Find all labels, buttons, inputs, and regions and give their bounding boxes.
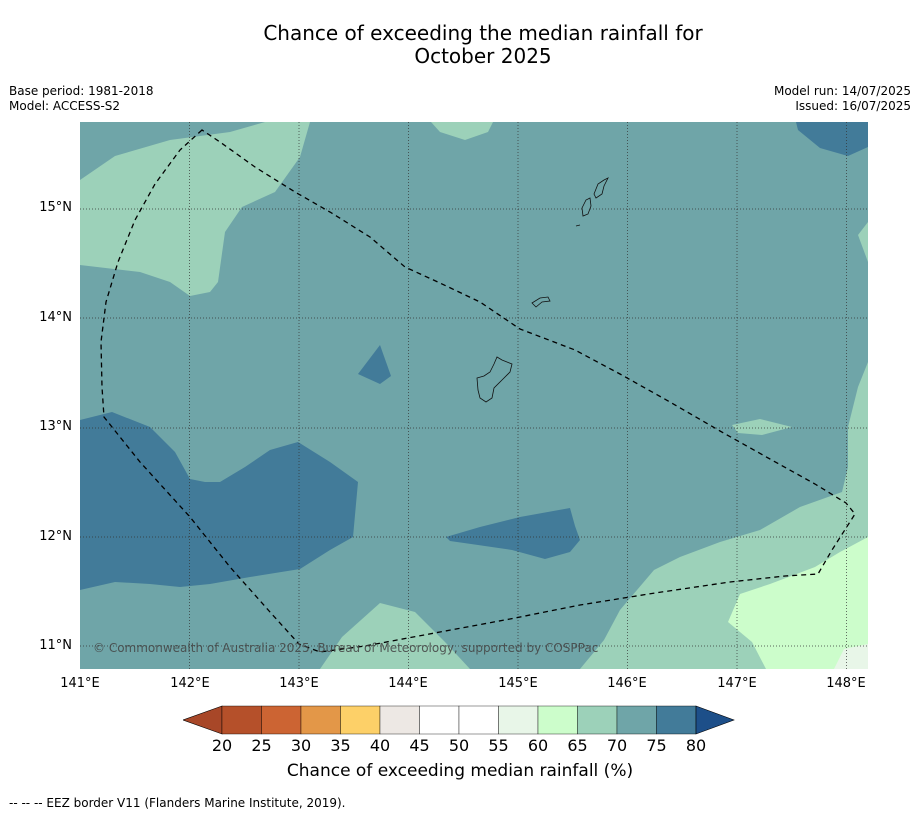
region-75-80-west xyxy=(80,412,358,590)
colorbar-segment xyxy=(656,705,697,735)
lat-label-14: 14°N xyxy=(39,310,72,325)
colorbar-segment xyxy=(261,705,302,735)
lat-label-15: 15°N xyxy=(39,200,72,215)
lon-label-144: 144°E xyxy=(388,676,428,691)
colorbar xyxy=(183,705,735,735)
region-75-80-small-patch xyxy=(358,345,391,384)
colorbar-segment xyxy=(300,705,341,735)
region-65-70-east-islet xyxy=(732,419,792,435)
colorbar-tick-label: 60 xyxy=(527,736,549,755)
colorbar-tick-label: 55 xyxy=(488,736,509,755)
colorbar-tick-label: 75 xyxy=(646,736,667,755)
colorbar-extend-high xyxy=(695,705,735,735)
colorbar-tick-label: 30 xyxy=(290,736,312,755)
region-75-80-northeast xyxy=(796,122,868,156)
region-65-70-north-small xyxy=(431,122,493,140)
colorbar-segment xyxy=(458,705,499,735)
lon-label-147: 147°E xyxy=(717,676,757,691)
colorbar-segment xyxy=(419,705,460,735)
colorbar-segment xyxy=(537,705,578,735)
island-guam xyxy=(476,356,513,403)
colorbar-extend-low xyxy=(183,705,223,735)
eez-legend-note: -- -- -- EEZ border V11 (Flanders Marine… xyxy=(9,796,346,810)
colorbar-segment xyxy=(340,705,381,735)
chart-title: Chance of exceeding the median rainfall … xyxy=(0,22,919,68)
colorbar-tick-label: 20 xyxy=(211,736,233,755)
region-65-70-east-edge xyxy=(858,222,868,262)
colorbar-tick-label: 50 xyxy=(448,736,470,755)
island-rota xyxy=(531,296,551,308)
colorbar-segments xyxy=(183,705,735,735)
lat-label-13: 13°N xyxy=(39,419,72,434)
region-65-70-south xyxy=(320,603,470,669)
island-aguijan xyxy=(575,224,581,227)
model-name: Model: ACCESS-S2 xyxy=(9,99,121,113)
islands xyxy=(476,177,609,403)
lon-label-143: 143°E xyxy=(279,676,319,691)
lon-label-148: 148°E xyxy=(826,676,866,691)
colorbar-segment xyxy=(221,705,262,735)
region-75-80-center xyxy=(446,508,580,559)
colorbar-segment xyxy=(379,705,420,735)
lat-label-12: 12°N xyxy=(39,529,72,544)
region-60-65-southeast xyxy=(728,537,868,669)
eez-border xyxy=(100,129,856,653)
colorbar-tick-label: 45 xyxy=(409,736,430,755)
island-saipan xyxy=(593,177,609,199)
lon-label-145: 145°E xyxy=(498,676,538,691)
colorbar-tick-label: 65 xyxy=(567,736,588,755)
issued-date: Issued: 16/07/2025 xyxy=(795,99,911,113)
meta-left: Base period: 1981-2018 Model: ACCESS-S2 xyxy=(9,84,154,114)
title-line-1: Chance of exceeding the median rainfall … xyxy=(263,21,703,45)
lon-label-141: 141°E xyxy=(60,676,100,691)
colorbar-tick-label: 25 xyxy=(251,736,272,755)
colorbar-tick-label: 35 xyxy=(330,736,351,755)
lon-label-142: 142°E xyxy=(170,676,210,691)
colorbar-tick-label: 40 xyxy=(369,736,391,755)
model-run: Model run: 14/07/2025 xyxy=(773,84,911,98)
title-line-2: October 2025 xyxy=(414,44,552,68)
colorbar-segment xyxy=(498,705,539,735)
region-55-60-corner xyxy=(834,644,868,669)
meta-right: Model run: 14/07/2025 Issued: 16/07/2025 xyxy=(774,84,911,114)
colorbar-label: Chance of exceeding median rainfall (%) xyxy=(286,761,634,781)
copyright-notice: © Commonwealth of Australia 2025, Bureau… xyxy=(93,641,599,655)
colorbar-segment xyxy=(616,705,657,735)
island-tinian xyxy=(581,197,592,217)
rainfall-map xyxy=(80,122,868,669)
colorbar-tick-label: 70 xyxy=(606,736,628,755)
base-period: Base period: 1981-2018 xyxy=(9,84,154,98)
colorbar-tick-label: 80 xyxy=(685,736,707,755)
lon-label-146: 146°E xyxy=(607,676,647,691)
colorbar-segment xyxy=(577,705,618,735)
lat-label-11: 11°N xyxy=(39,638,72,653)
gridlines xyxy=(80,122,868,669)
